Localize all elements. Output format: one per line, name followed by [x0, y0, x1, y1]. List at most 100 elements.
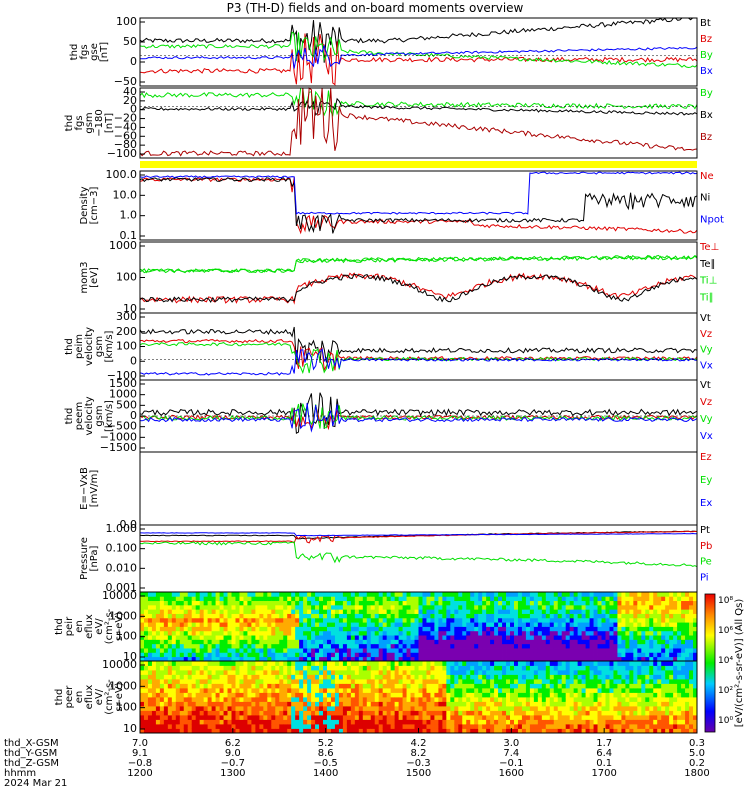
heatmap-cell	[223, 670, 228, 675]
heatmap-cell	[219, 652, 224, 658]
heatmap-cell	[271, 617, 276, 623]
heatmap-cell	[418, 728, 423, 734]
heatmap-cell	[470, 679, 475, 684]
heatmap-cell	[685, 674, 690, 680]
heatmap-cell	[382, 679, 388, 684]
heatmap-cell	[267, 626, 272, 632]
heatmap-cell	[486, 661, 491, 666]
heatmap-cell	[283, 600, 288, 606]
heatmap-cell	[609, 719, 614, 725]
heatmap-cell	[474, 683, 479, 689]
heatmap-cell	[231, 630, 236, 636]
heatmap-cell	[390, 617, 396, 623]
heatmap-cell	[342, 706, 348, 711]
heatmap-cell	[255, 613, 260, 619]
heatmap-cell	[315, 592, 320, 597]
heatmap-cell	[382, 626, 388, 632]
heatmap-cell	[422, 701, 427, 707]
heatmap-cell	[159, 639, 165, 645]
heatmap-cell	[315, 683, 320, 689]
heatmap-cell	[553, 604, 559, 610]
heatmap-cell	[370, 626, 376, 632]
heatmap-cell	[231, 604, 236, 610]
heatmap-cell	[406, 652, 411, 658]
heatmap-cell	[410, 592, 415, 597]
heatmap-cell	[446, 617, 451, 623]
heatmap-cell	[502, 652, 507, 658]
heatmap-cell	[239, 683, 244, 689]
heatmap-cell	[426, 715, 431, 720]
heatmap-cell	[629, 710, 634, 716]
heatmap-cell	[685, 661, 690, 666]
heatmap-cell	[386, 706, 392, 711]
heatmap-cell	[147, 692, 153, 698]
heatmap-cell	[637, 596, 642, 602]
heatmap-cell	[597, 596, 602, 602]
heatmap-cell	[589, 724, 594, 729]
heatmap-cell	[677, 656, 682, 662]
heatmap-cell	[143, 648, 149, 653]
heatmap-cell	[573, 643, 579, 649]
heatmap-cell	[450, 697, 455, 702]
heatmap-cell	[573, 710, 579, 716]
heatmap-cell	[426, 617, 431, 623]
heatmap-cell	[521, 600, 527, 606]
heatmap-cell	[613, 656, 618, 662]
heatmap-cell	[422, 630, 427, 636]
heatmap-cell	[525, 630, 531, 636]
heatmap-cell	[438, 617, 443, 623]
heatmap-cell	[295, 697, 300, 702]
heatmap-cell	[311, 679, 316, 684]
heatmap-cell	[482, 639, 487, 645]
heatmap-cell	[474, 710, 479, 716]
heatmap-cell	[557, 706, 563, 711]
heatmap-cell	[414, 652, 419, 658]
heatmap-cell	[645, 639, 650, 645]
heatmap-cell	[529, 697, 535, 702]
heatmap-cell	[199, 697, 205, 702]
heatmap-cell	[155, 719, 161, 725]
x-tick-label-hhmm: 1500	[406, 768, 431, 779]
heatmap-cell	[346, 719, 352, 725]
heatmap-cell	[287, 652, 292, 658]
heatmap-cell	[454, 600, 459, 606]
heatmap-cell	[549, 719, 555, 725]
heatmap-cell	[151, 692, 157, 698]
heatmap-cell	[685, 683, 690, 689]
heatmap-cell	[430, 600, 435, 606]
heatmap-cell	[315, 600, 320, 606]
y-axis-label: thd	[54, 689, 65, 706]
heatmap-cell	[470, 622, 475, 627]
heatmap-cell	[693, 596, 698, 602]
heatmap-cell	[183, 679, 189, 684]
heatmap-cell	[438, 656, 443, 662]
heatmap-cell	[398, 674, 403, 680]
heatmap-cell	[239, 609, 244, 614]
heatmap-cell	[374, 626, 380, 632]
heatmap-cell	[557, 609, 563, 614]
heatmap-cell	[179, 609, 185, 614]
heatmap-cell	[330, 665, 336, 671]
heatmap-cell	[617, 706, 622, 711]
heatmap-cell	[275, 679, 280, 684]
heatmap-cell	[422, 715, 427, 720]
heatmap-cell	[179, 697, 185, 702]
heatmap-cell	[147, 648, 153, 653]
heatmap-cell	[183, 600, 189, 606]
heatmap-cell	[398, 706, 403, 711]
heatmap-cell	[450, 670, 455, 675]
heatmap-cell	[689, 656, 694, 662]
heatmap-cell	[354, 622, 360, 627]
heatmap-cell	[593, 613, 598, 619]
heatmap-cell	[581, 724, 586, 729]
heatmap-cell	[398, 670, 403, 675]
heatmap-cell	[163, 652, 169, 658]
heatmap-cell	[438, 613, 443, 619]
heatmap-cell	[311, 683, 316, 689]
heatmap-cell	[283, 688, 288, 693]
heatmap-cell	[366, 592, 372, 597]
heatmap-cell	[342, 600, 348, 606]
heatmap-cell	[195, 697, 201, 702]
heatmap-cell	[537, 724, 543, 729]
heatmap-cell	[693, 592, 698, 597]
